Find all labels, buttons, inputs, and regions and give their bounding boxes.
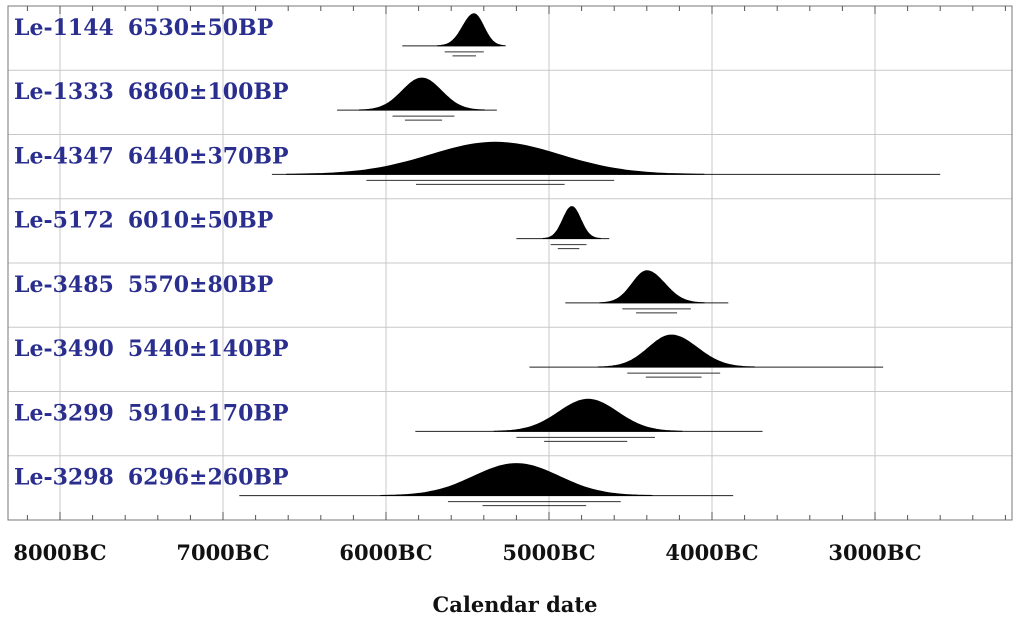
bp-date: 5440±140BP	[128, 336, 289, 362]
x-tick-label: 3000BC	[828, 540, 921, 565]
grid-lines	[8, 6, 1012, 520]
sample-label: Le-3490 5440±140BP	[14, 336, 289, 362]
sample-row: Le-3299 5910±170BP	[14, 398, 763, 442]
sample-label: Le-5172 6010±50BP	[14, 208, 273, 234]
sample-row: Le-3298 6296±260BP	[14, 463, 734, 507]
x-tick-label: 5000BC	[502, 540, 595, 565]
lab-code: Le-1144	[14, 15, 114, 41]
lab-code: Le-5172	[14, 208, 114, 234]
probability-curve	[286, 141, 705, 175]
sample-label: Le-3298 6296±260BP	[14, 465, 289, 491]
bp-date: 6530±50BP	[128, 15, 273, 41]
probability-curve	[380, 463, 653, 496]
bp-date: 6010±50BP	[128, 208, 273, 234]
x-tick-label: 8000BC	[13, 540, 106, 565]
bp-date: 6440±370BP	[128, 143, 289, 169]
x-tick-label: 4000BC	[665, 540, 758, 565]
x-axis-ticks: 8000BC 7000BC 6000BC 5000BC 4000BC 3000BC	[13, 540, 921, 565]
x-tick-label: 6000BC	[339, 540, 432, 565]
x-axis-label: Calendar date	[433, 592, 598, 617]
bp-date: 5570±80BP	[128, 272, 273, 298]
bp-date: 5910±170BP	[128, 400, 289, 426]
sample-row: Le-3490 5440±140BP	[14, 334, 884, 378]
lab-code: Le-3485	[14, 272, 114, 298]
sample-label: Le-3485 5570±80BP	[14, 272, 273, 298]
lab-code: Le-3298	[14, 465, 114, 491]
probability-curve	[493, 398, 683, 432]
probability-curve	[599, 270, 705, 304]
sample-row: Le-1333 6860±100BP	[14, 77, 497, 121]
sample-label: Le-3299 5910±170BP	[14, 400, 289, 426]
lab-code: Le-3490	[14, 336, 114, 362]
sample-label: Le-1144 6530±50BP	[14, 15, 273, 41]
bp-date: 6296±260BP	[128, 465, 289, 491]
probability-curve	[437, 13, 506, 47]
probability-curve	[597, 334, 756, 368]
lab-code: Le-4347	[14, 143, 114, 169]
plot-frame	[7, 5, 1013, 521]
sample-label: Le-4347 6440±370BP	[14, 143, 289, 169]
sample-row: Le-4347 6440±370BP	[14, 141, 941, 185]
probability-curve	[542, 206, 601, 239]
plot-border	[7, 5, 1013, 521]
sample-rows: Le-1144 6530±50BP Le-1333 6860±100BP Le-4347…	[14, 13, 941, 507]
lab-code: Le-3299	[14, 400, 114, 426]
sample-row: Le-1144 6530±50BP	[14, 13, 506, 57]
sample-row: Le-5172 6010±50BP	[14, 206, 610, 250]
lab-code: Le-1333	[14, 79, 114, 105]
probability-curve	[358, 77, 485, 111]
sample-row: Le-3485 5570±80BP	[14, 270, 729, 314]
sample-label: Le-1333 6860±100BP	[14, 79, 289, 105]
bp-date: 6860±100BP	[128, 79, 289, 105]
x-tick-label: 7000BC	[176, 540, 269, 565]
